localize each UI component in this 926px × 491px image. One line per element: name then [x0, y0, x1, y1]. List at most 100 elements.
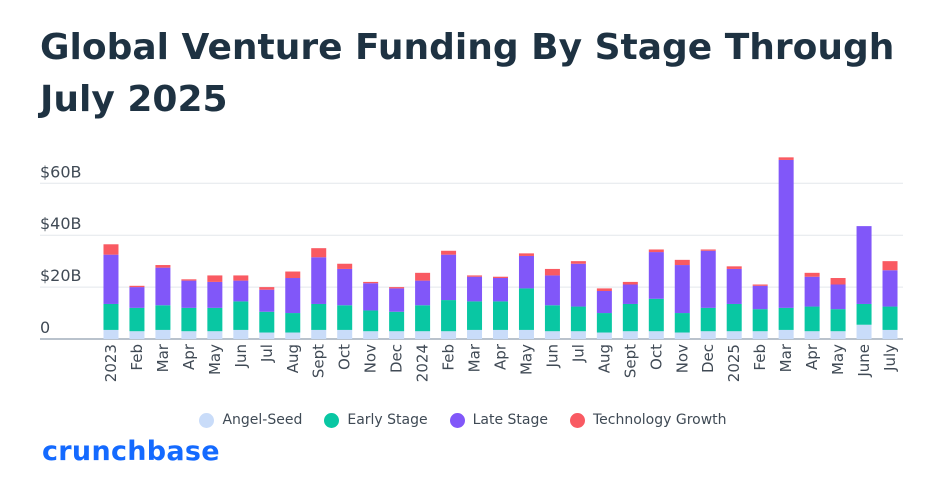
- bar-segment-late-stage[interactable]: [544, 275, 560, 306]
- bar-segment-early-stage[interactable]: [311, 303, 327, 330]
- bar-segment-late-stage[interactable]: [830, 284, 846, 310]
- legend-item-angel-seed[interactable]: Angel-Seed: [199, 412, 302, 428]
- bar-segment-early-stage[interactable]: [648, 298, 664, 332]
- bar-segment-angel-seed[interactable]: [207, 331, 223, 339]
- bar-segment-technology-growth[interactable]: [311, 248, 327, 258]
- bar-segment-angel-seed[interactable]: [103, 329, 119, 339]
- bar-segment-early-stage[interactable]: [467, 301, 483, 330]
- bar-segment-early-stage[interactable]: [882, 306, 898, 330]
- bar-segment-late-stage[interactable]: [596, 290, 612, 314]
- bar-segment-technology-growth[interactable]: [882, 261, 898, 271]
- bar-segment-late-stage[interactable]: [493, 278, 508, 302]
- bar-segment-technology-growth[interactable]: [207, 275, 223, 282]
- bar-segment-angel-seed[interactable]: [700, 331, 716, 339]
- bar-segment-technology-growth[interactable]: [596, 288, 612, 291]
- bar-segment-angel-seed[interactable]: [155, 329, 171, 339]
- bar-segment-technology-growth[interactable]: [389, 287, 405, 289]
- bar-segment-technology-growth[interactable]: [830, 278, 846, 285]
- bar-segment-early-stage[interactable]: [129, 307, 145, 332]
- bar-segment-late-stage[interactable]: [648, 252, 664, 299]
- bar-segment-angel-seed[interactable]: [389, 331, 405, 339]
- bar-segment-technology-growth[interactable]: [415, 272, 431, 281]
- bar-segment-early-stage[interactable]: [493, 301, 508, 330]
- bar-segment-late-stage[interactable]: [674, 265, 690, 314]
- bar-segment-angel-seed[interactable]: [726, 331, 742, 339]
- bar-segment-technology-growth[interactable]: [129, 285, 145, 288]
- bar-segment-late-stage[interactable]: [129, 287, 145, 308]
- bar-segment-early-stage[interactable]: [363, 310, 379, 332]
- bar-segment-late-stage[interactable]: [103, 254, 119, 304]
- bar-segment-early-stage[interactable]: [285, 313, 301, 333]
- bar-segment-angel-seed[interactable]: [648, 331, 664, 339]
- bar-segment-angel-seed[interactable]: [804, 331, 820, 339]
- bar-segment-late-stage[interactable]: [415, 280, 431, 306]
- bar-segment-technology-growth[interactable]: [518, 253, 534, 256]
- bar-segment-technology-growth[interactable]: [752, 284, 768, 286]
- bar-segment-late-stage[interactable]: [285, 278, 301, 314]
- bar-segment-technology-growth[interactable]: [622, 281, 638, 285]
- bar-segment-early-stage[interactable]: [181, 307, 197, 332]
- bar-segment-early-stage[interactable]: [544, 305, 560, 332]
- bar-segment-angel-seed[interactable]: [337, 329, 353, 339]
- bar-segment-technology-growth[interactable]: [648, 249, 664, 253]
- bar-segment-early-stage[interactable]: [804, 306, 820, 332]
- bar-segment-late-stage[interactable]: [311, 257, 327, 304]
- bar-segment-late-stage[interactable]: [441, 254, 457, 301]
- bar-segment-early-stage[interactable]: [518, 288, 534, 330]
- bar-segment-angel-seed[interactable]: [544, 331, 560, 339]
- bar-segment-late-stage[interactable]: [778, 159, 794, 308]
- bar-segment-angel-seed[interactable]: [181, 331, 197, 339]
- legend-item-technology-growth[interactable]: Technology Growth: [570, 412, 727, 428]
- bar-segment-early-stage[interactable]: [674, 313, 690, 333]
- bar-segment-angel-seed[interactable]: [518, 329, 534, 339]
- bar-segment-technology-growth[interactable]: [441, 250, 457, 255]
- bar-segment-early-stage[interactable]: [856, 303, 872, 325]
- bar-segment-angel-seed[interactable]: [596, 332, 612, 339]
- bar-segment-early-stage[interactable]: [570, 306, 586, 332]
- bar-segment-early-stage[interactable]: [596, 313, 612, 333]
- bar-segment-early-stage[interactable]: [441, 300, 457, 332]
- bar-segment-technology-growth[interactable]: [181, 279, 197, 281]
- bar-segment-late-stage[interactable]: [622, 284, 638, 304]
- bar-segment-late-stage[interactable]: [804, 276, 820, 307]
- bar-segment-late-stage[interactable]: [467, 276, 483, 302]
- bar-segment-technology-growth[interactable]: [570, 261, 586, 264]
- bar-segment-technology-growth[interactable]: [544, 268, 560, 276]
- bar-segment-angel-seed[interactable]: [129, 331, 145, 339]
- bar-segment-technology-growth[interactable]: [259, 287, 275, 290]
- bar-segment-late-stage[interactable]: [700, 250, 716, 308]
- bar-segment-angel-seed[interactable]: [752, 331, 768, 339]
- bar-segment-early-stage[interactable]: [700, 307, 716, 332]
- bar-segment-technology-growth[interactable]: [467, 275, 483, 277]
- bar-segment-technology-growth[interactable]: [674, 259, 690, 266]
- bar-segment-angel-seed[interactable]: [415, 331, 431, 339]
- legend-item-early-stage[interactable]: Early Stage: [324, 412, 428, 428]
- bar-segment-early-stage[interactable]: [830, 309, 846, 332]
- bar-segment-early-stage[interactable]: [233, 301, 249, 330]
- crunchbase-logo[interactable]: crunchbase: [42, 436, 220, 467]
- bar-segment-technology-growth[interactable]: [103, 244, 119, 255]
- legend-item-late-stage[interactable]: Late Stage: [449, 412, 548, 428]
- bar-segment-late-stage[interactable]: [363, 283, 379, 311]
- bar-segment-angel-seed[interactable]: [830, 331, 846, 339]
- bar-segment-early-stage[interactable]: [415, 305, 431, 332]
- bar-segment-angel-seed[interactable]: [259, 332, 275, 339]
- bar-segment-early-stage[interactable]: [726, 303, 742, 332]
- bar-segment-angel-seed[interactable]: [856, 324, 872, 339]
- bar-segment-late-stage[interactable]: [882, 270, 898, 307]
- bar-segment-angel-seed[interactable]: [674, 332, 690, 339]
- bar-segment-angel-seed[interactable]: [233, 329, 249, 339]
- bar-segment-early-stage[interactable]: [103, 303, 119, 330]
- bar-segment-early-stage[interactable]: [337, 305, 353, 330]
- bar-segment-technology-growth[interactable]: [804, 272, 820, 277]
- bar-segment-angel-seed[interactable]: [311, 329, 327, 339]
- bar-segment-late-stage[interactable]: [726, 268, 742, 304]
- bar-segment-technology-growth[interactable]: [233, 275, 249, 281]
- bar-segment-angel-seed[interactable]: [363, 331, 379, 339]
- bar-segment-late-stage[interactable]: [207, 281, 223, 308]
- bar-segment-late-stage[interactable]: [570, 263, 586, 307]
- bar-segment-early-stage[interactable]: [389, 311, 405, 332]
- bar-segment-early-stage[interactable]: [622, 303, 638, 332]
- bar-segment-early-stage[interactable]: [778, 307, 794, 330]
- bar-segment-early-stage[interactable]: [207, 307, 223, 332]
